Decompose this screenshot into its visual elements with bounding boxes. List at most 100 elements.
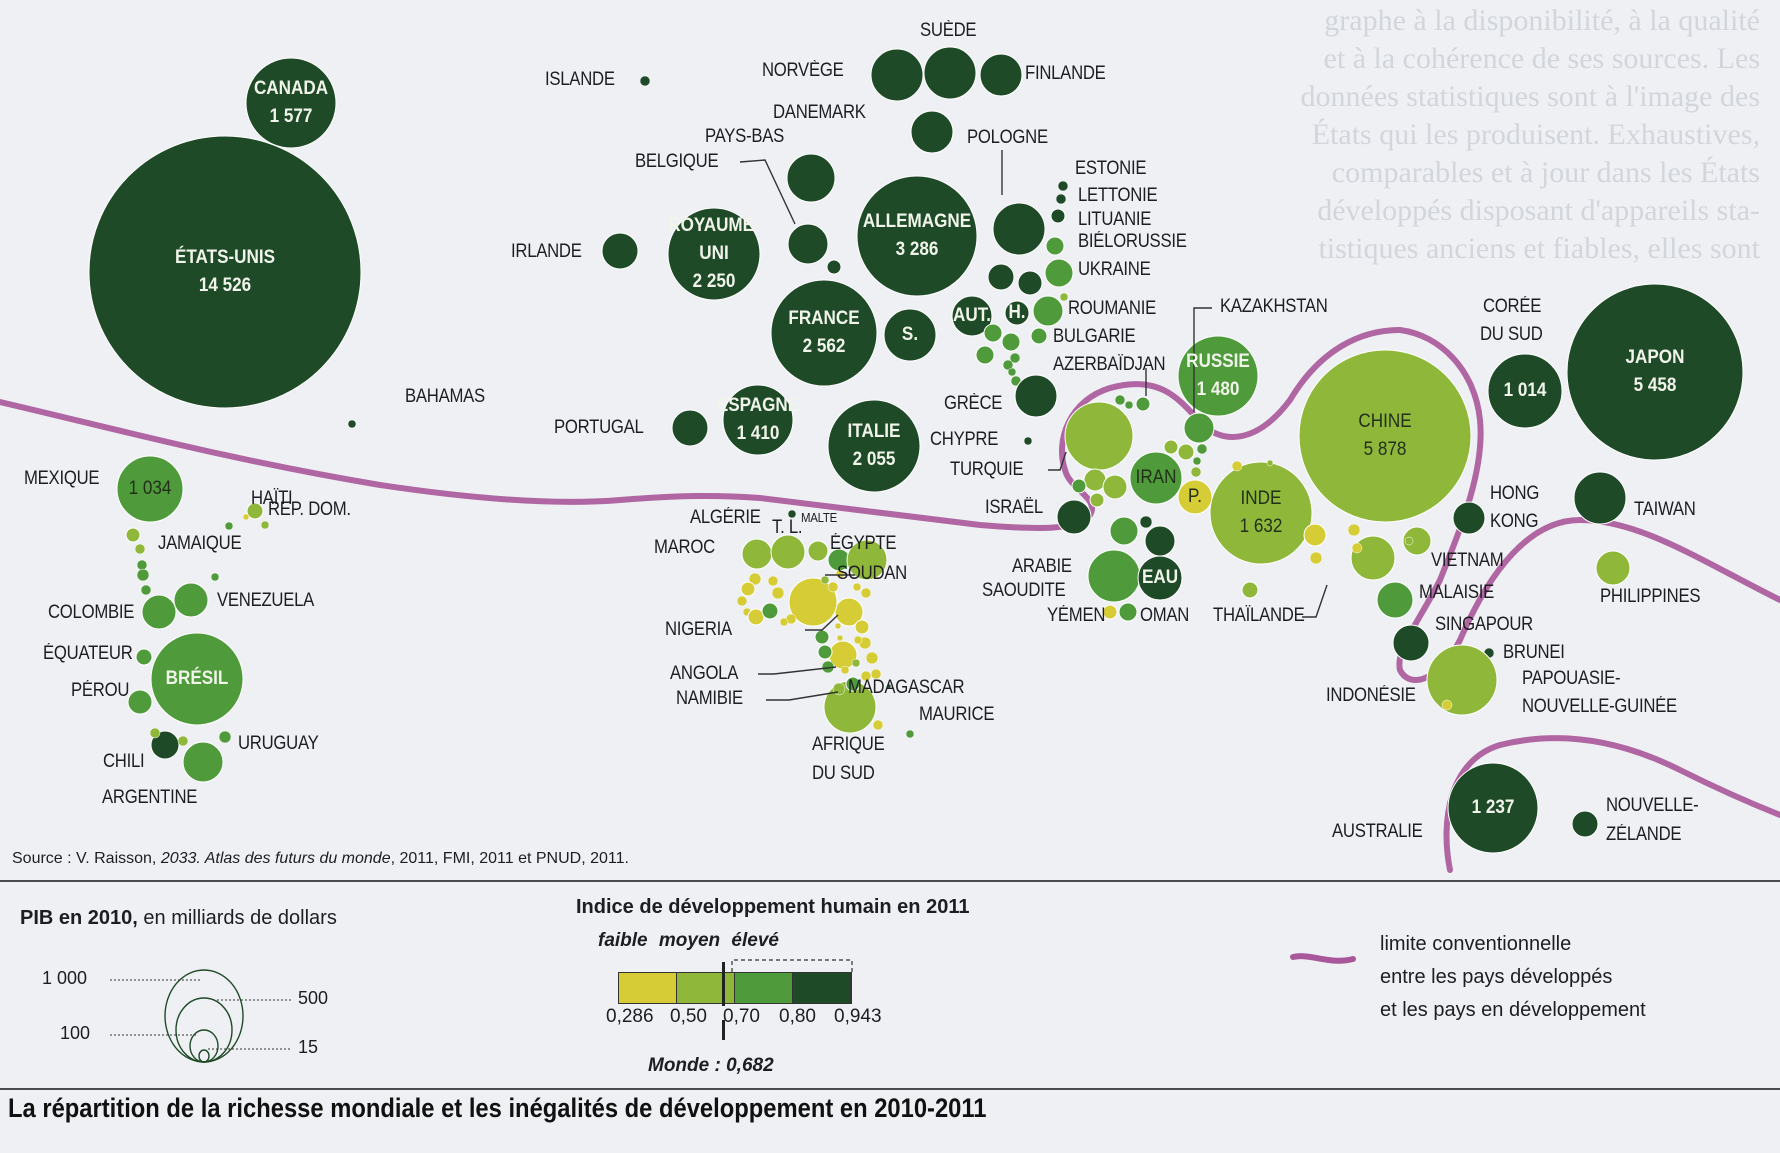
country-label: JAMAIQUE [158,533,242,554]
bubble-caucase1 [1163,439,1179,455]
bubble-hongrie [1004,300,1030,326]
bubble-ca4 [136,568,150,582]
bubble-uruguay [218,730,232,744]
hdi-dashed-bracket [731,959,853,972]
country-label: MADAGASCAR [848,677,965,698]
figure-title: La répartition de la richesse mondiale e… [8,1093,987,1123]
country-label: MALTE [801,510,837,525]
bubble-philippines [1595,550,1631,586]
bubble-pologne [992,202,1046,256]
bubble-israel [1056,499,1092,535]
bubble-kazakh [1183,412,1215,444]
bubble-azer2 [1124,400,1134,410]
bubble-camb [1351,542,1363,554]
country-label: AFRIQUE [812,734,885,755]
legend-top-rule [0,880,1780,882]
bubble-caucase4 [1192,456,1202,466]
country-label: INDONÉSIE [1326,685,1416,706]
bubble-af11 [827,581,839,593]
country-label: DU SUD [812,763,875,784]
bubble-qatar [1144,525,1176,557]
bubble-slovaquie [1017,270,1043,296]
bubble-italie [827,399,921,493]
country-label: ARABIE [1012,556,1072,577]
bubble-af2 [740,581,756,597]
bubble-hongkong [1452,501,1486,535]
bubble-af20 [865,651,879,665]
country-label: CORÉE [1483,296,1542,317]
gdp-scale-500: 500 [298,988,329,1008]
bubble-suisse [883,308,937,362]
hdi-swatch-0 [619,973,677,1003]
bubble-nz [1571,810,1599,838]
country-label: KAZAKHSTAN [1220,296,1328,317]
bubble-label-inde: INDE 1 632 [1239,488,1283,537]
bubble-vn2 [1404,536,1414,546]
country-label: PORTUGAL [554,417,644,438]
bubble-af21 [860,670,872,682]
bubble-ca3 [136,559,148,571]
country-label: OMAN [1140,605,1190,626]
bubble-slovenie [1009,352,1021,364]
bubble-usa [88,135,362,409]
country-label: AZERBAÏDJAN [1053,354,1166,375]
bubble-label-iran: IRAN [1135,467,1177,488]
hdi-swatch-2 [735,973,793,1003]
bubble-malaisie [1376,581,1414,619]
bubble-jordanie [1102,474,1128,500]
bubble-malte [787,509,797,519]
bubble-taiwan [1573,471,1627,525]
bubble-label-suisse: S. [901,324,919,345]
bubble-iran [1129,451,1183,505]
bubble-label-usa: ÉTATS-UNIS 14 526 [174,247,276,296]
bubble-grece [1014,374,1058,418]
country-label: DANEMARK [773,102,866,123]
country-label: ROUMANIE [1068,298,1156,319]
bubble-croatie [983,323,1003,343]
country-label: GRÈCE [944,393,1003,414]
bubble-rd2 [242,513,250,521]
bubble-singapour [1392,624,1430,662]
country-label: PHILIPPINES [1600,586,1701,607]
bubble-label-pakistan: P. [1188,486,1202,507]
bubble-norvege [870,48,924,102]
country-label: SAOUDITE [982,580,1066,601]
bubble-af14 [814,629,830,645]
bubble-af1 [748,572,762,586]
bubble-russie [1177,335,1259,417]
country-label: ISLANDE [545,69,615,90]
bubble-eau [1137,555,1183,601]
bubble-australie [1447,762,1539,854]
bubble-thailande [1350,535,1396,581]
bubble-af24 [853,635,863,645]
bubble-islande [639,75,651,87]
bubble-label-japon: JAPON 5 458 [1625,347,1685,396]
bubble-lituanie [1050,208,1066,224]
bubble-irak [1089,492,1105,508]
bubble-label-bresil: BRÉSIL [165,668,229,689]
bubble-bolivie [149,727,161,739]
bubble-autriche [951,295,993,337]
bubble-turquie [1064,401,1134,471]
bubble-bangla [1303,523,1327,547]
bubble-ca6 [210,572,220,582]
bubble-algerie [770,534,806,570]
country-label: SUÈDE [920,20,977,41]
bubble-af23 [870,668,882,680]
country-label: POLOGNE [967,127,1048,148]
country-label: ARGENTINE [102,787,198,808]
bubble-azer1 [1114,394,1126,406]
bubble-japon [1566,283,1744,461]
bubble-paraguay [177,735,189,747]
country-label: PÉROU [71,680,130,701]
country-label: MAURICE [919,704,995,725]
bubble-mexique [116,455,184,523]
bubble-ca1 [125,527,141,543]
bubble-ru [667,207,761,301]
bubble-bulgarie [1030,327,1048,345]
bubble-monten [1007,367,1017,377]
bubble-indonesie [1426,644,1498,716]
bubble-nepal [1231,460,1243,472]
country-label: IRLANDE [511,241,582,262]
boundary-line-legend: limite conventionnelle entre les pays dé… [1380,933,1646,1021]
